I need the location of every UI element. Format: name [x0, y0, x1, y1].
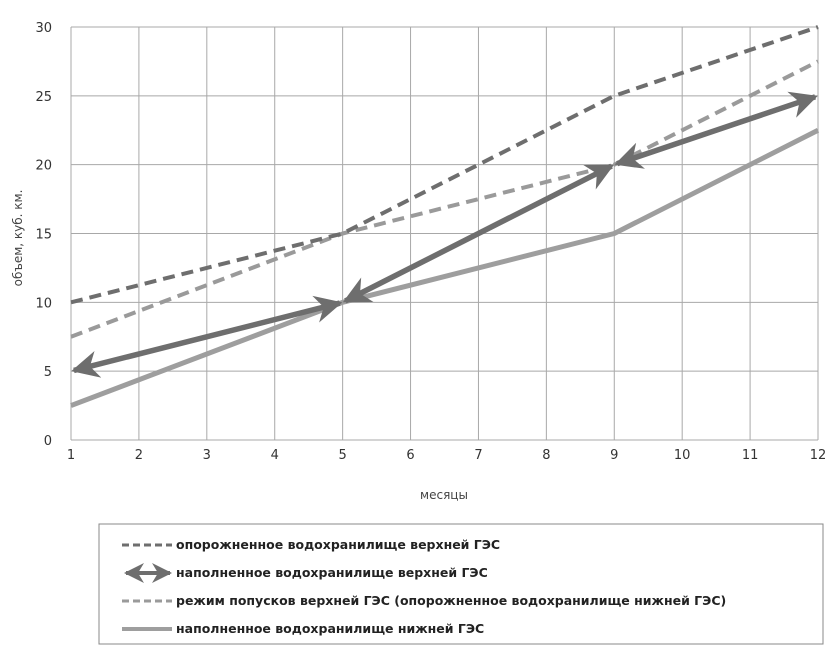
x-tick-label: 4 [271, 448, 279, 463]
x-tick-label: 9 [610, 448, 618, 463]
y-tick-label: 30 [35, 21, 52, 36]
x-tick-labels: 1 2 3 4 5 6 7 8 9 10 11 12 [67, 448, 826, 463]
x-tick-label: 2 [135, 448, 143, 463]
legend-item: режим попусков верхней ГЭС (опорожненное… [122, 593, 726, 608]
y-tick-label: 20 [35, 159, 52, 174]
series-2-arrow-segment [614, 91, 818, 169]
y-tick-label: 10 [35, 296, 52, 311]
series-1 [70, 25, 819, 305]
series-4 [70, 128, 820, 408]
x-tick-label: 6 [406, 448, 414, 463]
series-3 [70, 59, 819, 339]
x-tick-label: 8 [542, 448, 550, 463]
legend-box [98, 523, 824, 645]
x-tick-label: 3 [203, 448, 211, 463]
legend-label: опорожненное водохранилище верхней ГЭС [176, 537, 500, 552]
x-tick-label: 1 [67, 448, 75, 463]
y-axis-label: объем, куб. км. [11, 190, 25, 287]
y-tick-label: 0 [44, 434, 52, 449]
x-tick-label: 10 [674, 448, 691, 463]
x-tick-label: 5 [338, 448, 346, 463]
y-tick-label: 5 [44, 365, 52, 380]
series-2-arrow-segment [342, 163, 615, 304]
series-4-line [70, 128, 820, 408]
series-2-arrow-segment [71, 295, 343, 378]
legend-item: опорожненное водохранилище верхней ГЭС [122, 537, 500, 552]
series-2 [71, 91, 818, 378]
series-1-line [70, 25, 819, 305]
y-tick-label: 15 [35, 228, 52, 243]
legend-item: наполненное водохранилище верхней ГЭС [124, 563, 488, 583]
y-tick-labels: 0 5 10 15 20 25 30 [35, 21, 52, 449]
series-3-line [70, 59, 819, 339]
legend-label: наполненное водохранилище верхней ГЭС [176, 565, 488, 580]
grid [70, 26, 819, 441]
x-tick-label: 12 [810, 448, 827, 463]
x-tick-label: 7 [474, 448, 482, 463]
x-tick-label: 11 [742, 448, 759, 463]
legend-item: наполненное водохранилище нижней ГЭС [122, 621, 484, 636]
legend-label: режим попусков верхней ГЭС (опорожненное… [176, 593, 726, 608]
x-axis-label: месяцы [420, 488, 468, 502]
legend: опорожненное водохранилище верхней ГЭС на… [98, 523, 824, 645]
y-tick-label: 25 [35, 90, 52, 105]
legend-label: наполненное водохранилище нижней ГЭС [176, 621, 484, 636]
series-layer [70, 25, 820, 408]
